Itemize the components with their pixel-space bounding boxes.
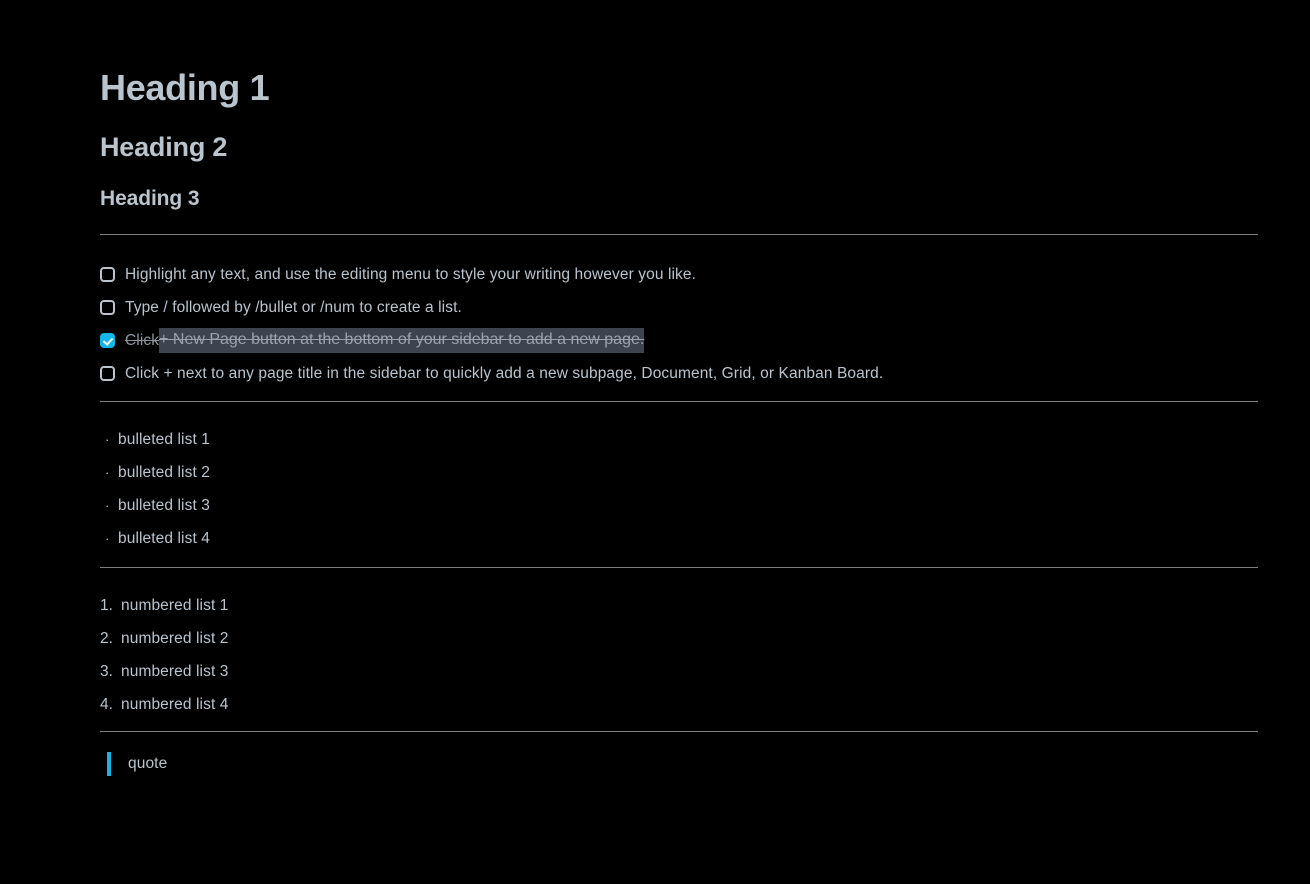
- heading-2[interactable]: Heading 2: [100, 132, 228, 162]
- list-item-label: bulleted list 2: [118, 463, 210, 481]
- list-item-label: bulleted list 1: [118, 430, 210, 448]
- list-item-label: numbered list 4: [121, 695, 229, 713]
- bullet-dot-icon: ·: [105, 465, 110, 480]
- list-item[interactable]: 4. numbered list 4: [100, 688, 1258, 721]
- list-item[interactable]: 2. numbered list 2: [100, 622, 1258, 655]
- quote-accent-bar: [107, 752, 111, 776]
- bulleted-list: · bulleted list 1 · bulleted list 2 · bu…: [100, 423, 1258, 555]
- divider-after-numbered-list: [100, 731, 1258, 732]
- page-title-heading-1[interactable]: Heading 1: [100, 67, 270, 108]
- list-item-label: numbered list 1: [121, 596, 229, 614]
- list-item[interactable]: · bulleted list 4: [100, 522, 1258, 555]
- list-item-number: 4.: [100, 695, 113, 713]
- list-item[interactable]: · bulleted list 1: [100, 423, 1258, 456]
- todo-item[interactable]: Click + next to any page title in the si…: [100, 357, 1258, 390]
- todo-list: Highlight any text, and use the editing …: [100, 258, 1258, 390]
- list-item-label: numbered list 3: [121, 662, 229, 680]
- todo-item-label: Type / followed by /bullet or /num to cr…: [125, 298, 462, 316]
- checkbox-checked-icon[interactable]: [100, 333, 115, 348]
- quote-text: quote: [128, 755, 168, 772]
- list-item-label: numbered list 2: [121, 629, 229, 647]
- list-item[interactable]: 1. numbered list 1: [100, 589, 1258, 622]
- divider-after-bulleted-list: [100, 567, 1258, 568]
- todo-item-completed[interactable]: Click + New Page button at the bottom of…: [100, 324, 1258, 357]
- bullet-dot-icon: ·: [105, 531, 110, 546]
- todo-item-label: Highlight any text, and use the editing …: [125, 265, 697, 283]
- heading-3[interactable]: Heading 3: [100, 187, 200, 210]
- list-item[interactable]: 3. numbered list 3: [100, 655, 1258, 688]
- checkbox-unchecked-icon[interactable]: [100, 366, 115, 381]
- list-item-number: 1.: [100, 596, 113, 614]
- todo-item[interactable]: Highlight any text, and use the editing …: [100, 258, 1258, 291]
- divider-after-todos: [100, 401, 1258, 402]
- document-page: Heading 1 Heading 2 Heading 3 Highlight …: [100, 0, 1258, 884]
- list-item[interactable]: · bulleted list 3: [100, 489, 1258, 522]
- checkbox-unchecked-icon[interactable]: [100, 300, 115, 315]
- todo-item-selected-text: + New Page button at the bottom of your …: [159, 328, 645, 353]
- todo-item-label: Click: [125, 331, 160, 349]
- quote-block[interactable]: quote: [107, 752, 167, 776]
- numbered-list: 1. numbered list 1 2. numbered list 2 3.…: [100, 589, 1258, 721]
- list-item-label: bulleted list 4: [118, 529, 210, 547]
- list-item-number: 2.: [100, 629, 113, 647]
- bullet-dot-icon: ·: [105, 498, 110, 513]
- list-item-label: bulleted list 3: [118, 496, 210, 514]
- todo-item[interactable]: Type / followed by /bullet or /num to cr…: [100, 291, 1258, 324]
- checkbox-unchecked-icon[interactable]: [100, 267, 115, 282]
- divider-after-headings: [100, 234, 1258, 235]
- list-item-number: 3.: [100, 662, 113, 680]
- bullet-dot-icon: ·: [105, 432, 110, 447]
- todo-item-label: Click + next to any page title in the si…: [125, 364, 884, 382]
- list-item[interactable]: · bulleted list 2: [100, 456, 1258, 489]
